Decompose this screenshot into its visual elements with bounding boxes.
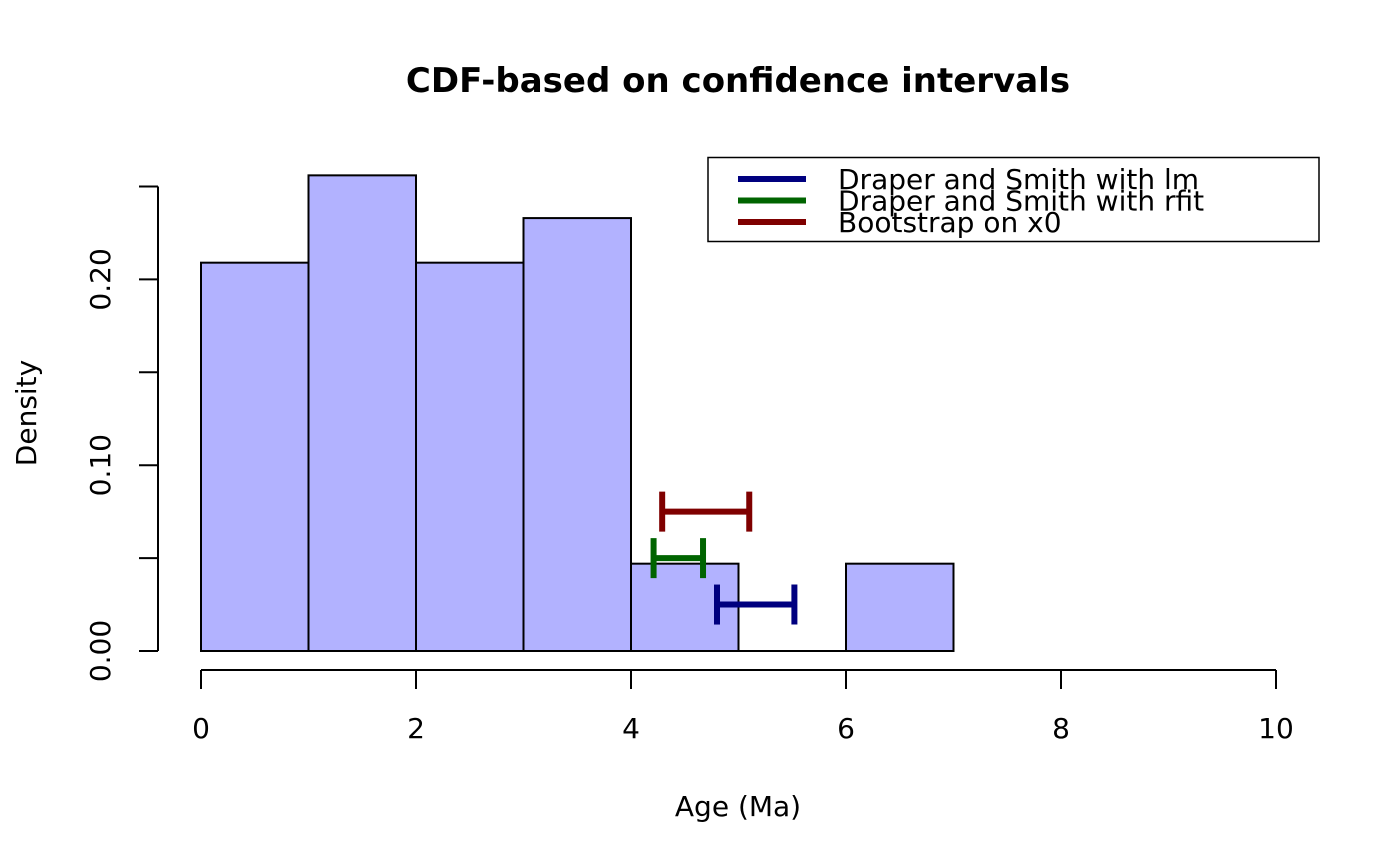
y-axis: 0.00 0.10 0.20 [84, 185, 159, 682]
x-tick-label: 8 [1052, 712, 1070, 745]
confidence-intervals [650, 491, 798, 625]
x-tick-label: 10 [1258, 712, 1294, 745]
legend-box [707, 156, 1320, 243]
x-tick-label: 6 [837, 712, 855, 745]
legend-entry: Draper and Smith with rfit [838, 185, 1204, 218]
histogram-bars [200, 174, 955, 653]
x-axis-label: Age (Ma) [675, 790, 801, 823]
chart-title: CDF-based on confidence intervals [406, 61, 1070, 101]
interval-bar [650, 538, 707, 579]
y-tick-label: 0.10 [84, 434, 117, 496]
legend-entry: Draper and Smith with lm [838, 163, 1199, 196]
histogram-bar [200, 261, 310, 652]
x-tick-label: 2 [407, 712, 425, 745]
histogram-bar [845, 562, 955, 653]
x-axis: 0 2 4 6 8 10 [192, 669, 1294, 745]
histogram-bar [522, 217, 632, 652]
y-tick-label: 0.00 [84, 620, 117, 682]
y-axis-label: Density [10, 360, 43, 466]
x-tick-label: 0 [192, 712, 210, 745]
x-tick-label: 4 [622, 712, 640, 745]
legend-entry: Bootstrap on x0 [838, 206, 1062, 239]
interval-bar [714, 584, 798, 625]
histogram-bar [307, 174, 417, 653]
histogram-bar [415, 261, 525, 652]
interval-bar [659, 491, 753, 532]
y-tick-label: 0.20 [84, 248, 117, 310]
